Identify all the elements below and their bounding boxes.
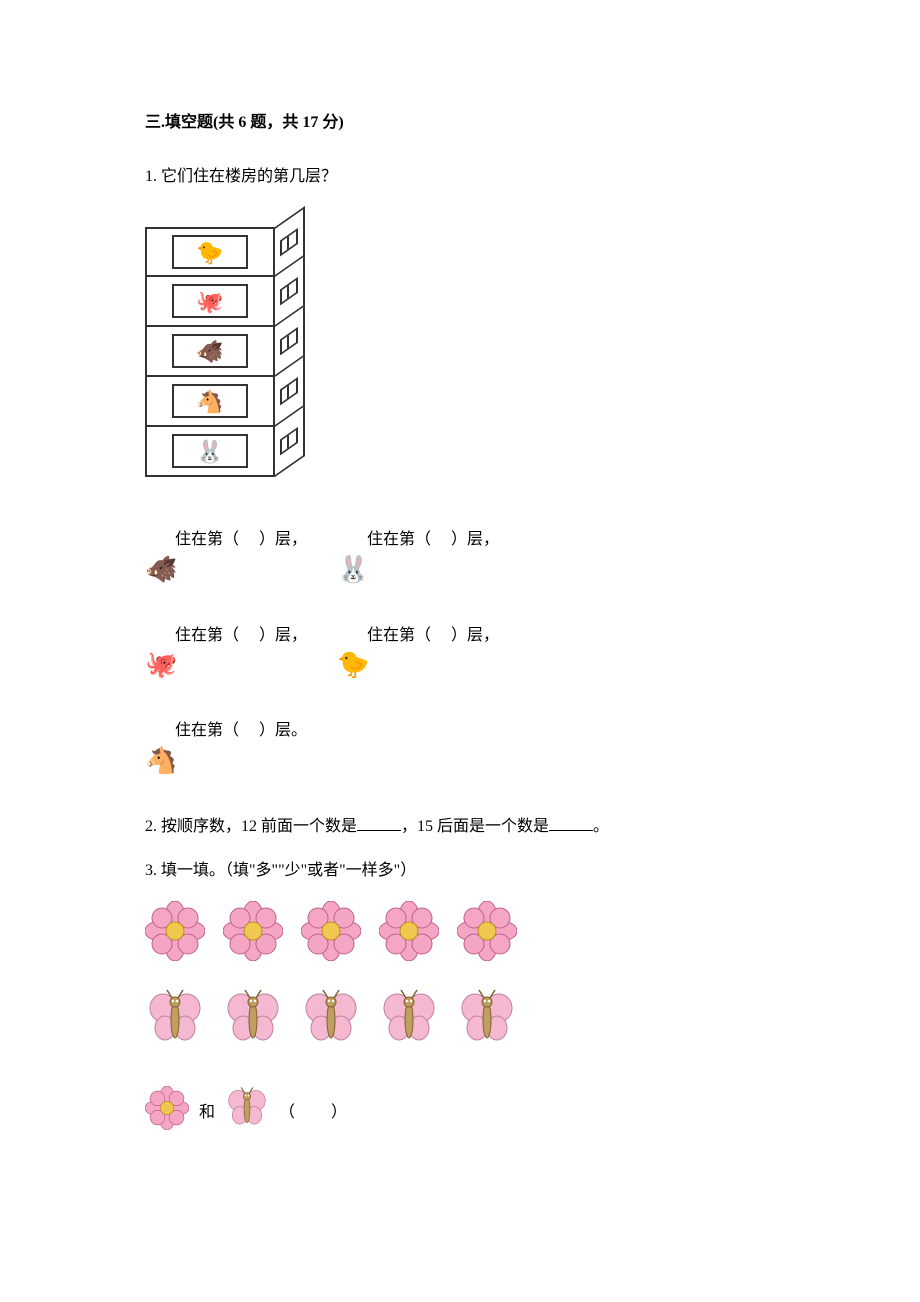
floor-1: 🐰 [145,427,275,477]
ans-prefix: 住在第（ [367,627,431,644]
ans-suffix: ）层， [451,627,499,644]
compare-flower-icon [145,1086,189,1139]
ans-prefix: 住在第（ [367,531,431,548]
compare-blank[interactable] [305,1100,321,1126]
and-text: 和 [199,1100,215,1126]
answer-item-4: 住在第（ ）层， 🐤 [337,623,499,679]
q1-text: 它们住在楼房的第几层？ [161,168,337,185]
ans-suffix: ）层， [259,627,307,644]
answer-4-icon: 🐤 [337,652,369,678]
flower-icon [379,901,439,970]
answer-3-icon: 🐙 [145,652,177,678]
flowers-row [145,901,775,970]
floor-4: 🐙 [145,277,275,327]
compare-row: 和 （ ） [145,1086,775,1139]
flower-icon [223,901,283,970]
ans-suffix: ）层， [451,531,499,548]
q2-blank2[interactable] [549,815,593,831]
butterfly-icon [145,988,205,1057]
q1-number: 1. [145,168,157,185]
flower-icon [145,901,205,970]
answer-item-5: 住在第（ ）层。 🐴 [145,718,307,774]
compare-butterfly-icon [225,1086,269,1139]
ans-prefix: 住在第（ [175,531,239,548]
answer-item-1: 住在第（ ）层， 🐗 [145,527,307,583]
question-3: 3. 填一填。（填"多""少"或者"一样多"） [145,858,775,884]
q2-blank1[interactable] [357,815,401,831]
answer-2-icon: 🐰 [337,557,369,583]
q2-part2: ，15 后面是一个数是 [401,818,549,835]
ans-suffix: ）层。 [259,722,307,739]
floor-2: 🐴 [145,377,275,427]
answer-5-icon: 🐴 [145,748,177,774]
floor-4-animal: 🐙 [172,284,248,318]
q2-part3: 。 [593,818,609,835]
flower-icon [457,901,517,970]
butterfly-icon [301,988,361,1057]
floor-2-animal: 🐴 [172,384,248,418]
building-diagram: 🐤 🐙 🐗 🐴 🐰 [145,227,305,477]
q3-number: 3. [145,862,157,879]
butterfly-icon [457,988,517,1057]
floor-5: 🐤 [145,227,275,277]
question-2: 2. 按顺序数，12 前面一个数是 ，15 后面是一个数是 。 [145,814,775,840]
q1-answer-rows: 住在第（ ）层， 🐗 住在第（ ）层， 🐰 住在第（ ）层， 🐙 住在第（ [145,527,775,774]
butterflies-row [145,988,775,1057]
floor-5-animal: 🐤 [172,235,248,269]
floor-3-animal: 🐗 [172,334,248,368]
ans-suffix: ）层， [259,531,307,548]
question-1: 1. 它们住在楼房的第几层？ [145,164,775,190]
section-title: 三.填空题(共 6 题，共 17 分) [145,110,775,136]
floor-1-animal: 🐰 [172,434,248,468]
answer-item-2: 住在第（ ）层， 🐰 [337,527,499,583]
q2-part1: 按顺序数，12 前面一个数是 [161,818,357,835]
floor-3: 🐗 [145,327,275,377]
ans-prefix: 住在第（ [175,627,239,644]
butterfly-icon [223,988,283,1057]
answer-item-3: 住在第（ ）层， 🐙 [145,623,307,679]
butterfly-icon [379,988,439,1057]
q3-text: 填一填。（填"多""少"或者"一样多"） [161,862,416,879]
q2-number: 2. [145,818,157,835]
answer-1-icon: 🐗 [145,557,177,583]
paren-close: ） [331,1100,347,1126]
ans-prefix: 住在第（ [175,722,239,739]
paren-open: （ [279,1100,295,1126]
flower-icon [301,901,361,970]
